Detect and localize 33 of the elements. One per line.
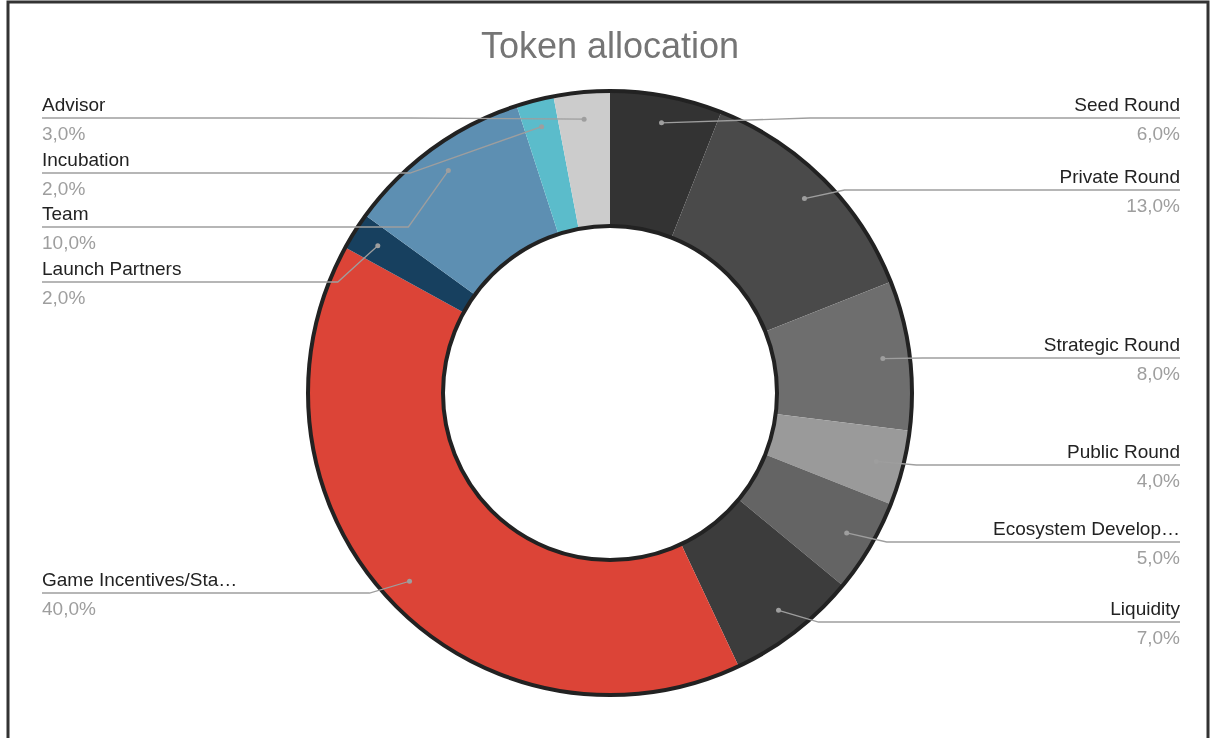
slice-label: Incubation	[42, 149, 130, 170]
data-label: 13,0%	[1126, 195, 1181, 216]
slice-label: Public Round	[1066, 441, 1180, 462]
slice-label: Liquidity	[1110, 598, 1181, 619]
slice-label: Game Incentives/Sta…	[42, 569, 238, 590]
data-label: 2,0%	[42, 287, 86, 308]
slice-label: Strategic Round	[1043, 334, 1180, 355]
slice-label: Launch Partners	[42, 258, 182, 279]
donut-slice	[553, 91, 610, 229]
donut-slice	[345, 215, 475, 313]
donut-slice	[765, 281, 912, 431]
chart-title: Token allocation	[480, 25, 740, 66]
data-label: 10,0%	[42, 232, 96, 253]
slice-label: Private Round	[1059, 166, 1180, 187]
donut-slice	[610, 91, 722, 238]
donut-slice	[671, 112, 891, 332]
data-label: 6,0%	[1136, 123, 1181, 144]
donut-slice	[681, 499, 843, 667]
donut-slice	[516, 96, 579, 235]
data-label: 5,0%	[1136, 547, 1181, 568]
slice-label: Seed Round	[1074, 94, 1180, 115]
donut-slice	[308, 247, 739, 695]
donut-slice	[738, 454, 891, 586]
data-label: 7,0%	[1136, 627, 1181, 648]
data-label: 40,0%	[42, 598, 96, 619]
data-label: 8,0%	[1136, 363, 1181, 384]
slice-label: Advisor	[42, 94, 107, 115]
slice-label: Team	[42, 203, 89, 224]
data-label: 3,0%	[42, 123, 86, 144]
data-label: 4,0%	[1136, 470, 1181, 491]
data-label: 2,0%	[42, 178, 86, 199]
donut-slice	[365, 105, 559, 295]
slice-label: Ecosystem Develop…	[993, 518, 1180, 539]
